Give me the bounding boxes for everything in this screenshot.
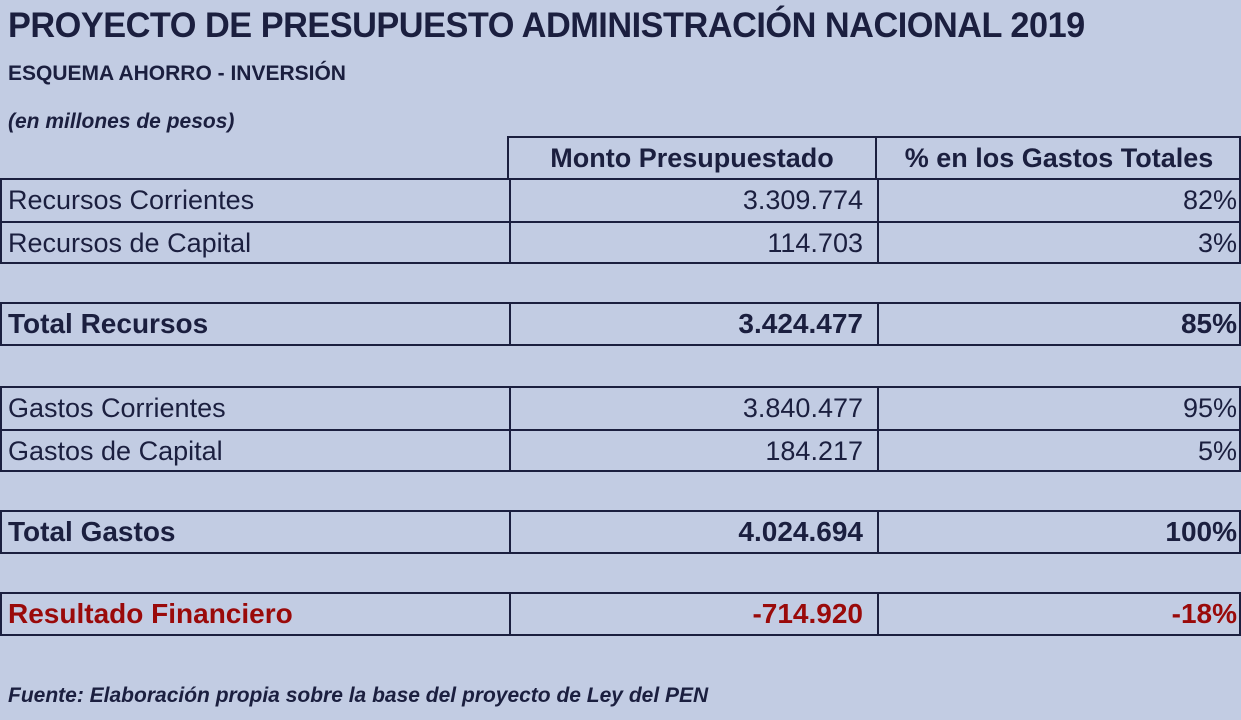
row-percent: 5% (877, 431, 1241, 472)
table-row: Gastos Corrientes 3.840.477 95% (2, 388, 1239, 429)
row-amount: 184.217 (509, 431, 877, 472)
row-label: Total Recursos (8, 308, 209, 339)
page-title: PROYECTO DE PRESUPUESTO ADMINISTRACIÓN N… (8, 6, 1085, 45)
table-row: Recursos de Capital 114.703 3% (2, 221, 1239, 264)
row-amount: 3.840.477 (509, 388, 877, 429)
row-label: Total Gastos (8, 516, 176, 547)
recursos-block: Recursos Corrientes 3.309.774 82% Recurs… (0, 178, 1241, 264)
row-label: Resultado Financiero (8, 598, 293, 629)
resultado-financiero-row: Resultado Financiero -714.920 -18% (0, 592, 1241, 636)
table-row: Gastos de Capital 184.217 5% (2, 429, 1239, 472)
column-header-amount: Monto Presupuestado (550, 142, 834, 173)
row-label: Gastos de Capital (8, 436, 223, 466)
row-percent: 95% (877, 388, 1241, 429)
total-gastos-row: Total Gastos 4.024.694 100% (0, 510, 1241, 554)
row-label: Gastos Corrientes (8, 393, 226, 423)
row-amount: 3.309.774 (509, 180, 877, 221)
row-amount: 114.703 (509, 223, 877, 264)
row-amount: 4.024.694 (509, 512, 877, 552)
row-amount: 3.424.477 (509, 304, 877, 344)
row-percent: 82% (877, 180, 1241, 221)
row-percent: 85% (877, 304, 1241, 344)
column-header-percent: % en los Gastos Totales (875, 138, 1241, 178)
page-subtitle: ESQUEMA AHORRO - INVERSIÓN (8, 62, 346, 85)
table-row: Recursos Corrientes 3.309.774 82% (2, 180, 1239, 221)
row-percent: 3% (877, 223, 1241, 264)
row-amount: -714.920 (509, 594, 877, 634)
row-label: Recursos de Capital (8, 228, 252, 258)
table-header: Monto Presupuestado % en los Gastos Tota… (507, 136, 1241, 180)
source-note: Fuente: Elaboración propia sobre la base… (8, 684, 709, 707)
row-label: Recursos Corrientes (8, 185, 255, 215)
total-recursos-row: Total Recursos 3.424.477 85% (0, 302, 1241, 346)
gastos-block: Gastos Corrientes 3.840.477 95% Gastos d… (0, 386, 1241, 472)
units-note: (en millones de pesos) (8, 110, 235, 133)
row-percent: -18% (877, 594, 1241, 634)
row-percent: 100% (877, 512, 1241, 552)
